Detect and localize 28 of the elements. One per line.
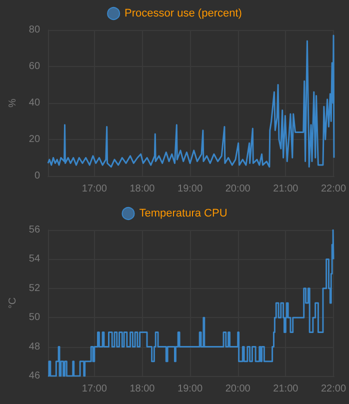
x-tick-label: 20:00 [225,184,251,194]
y-tick-label: 80 [28,24,40,36]
y-tick-label: 56 [28,224,40,236]
y-tick-label: 20 [28,134,40,145]
x-tick-label: 19:00 [178,184,203,194]
x-tick-label: 18:00 [130,384,156,394]
y-tick-label: 48 [28,341,40,352]
x-tick-label: 18:00 [130,184,156,194]
x-tick-label: 17:00 [82,184,108,194]
line-series [47,34,335,168]
x-tick-label: 20:00 [225,384,251,394]
y-tick-label: 52 [28,282,40,294]
y-tick-label: 54 [28,254,40,265]
x-tick-label: 21:00 [273,184,299,194]
x-tick-label: 17:00 [82,384,108,394]
y-axis-title: % [8,98,18,108]
legend-label: Temperatura CPU [139,208,228,220]
legend-label: Processor use (percent) [124,8,242,20]
y-tick-label: 40 [28,98,40,108]
x-tick-label: 19:00 [178,384,203,394]
y-tick-label: 50 [28,312,40,324]
y-tick-label: 0 [34,170,40,182]
y-tick-label: 60 [28,61,40,72]
y-axis-title: °C [8,297,18,309]
x-tick-label: 22:00 [320,184,346,194]
y-tick-label: 46 [28,370,40,382]
x-tick-label: 21:00 [273,384,299,394]
x-tick-label: 22:00 [320,384,346,394]
